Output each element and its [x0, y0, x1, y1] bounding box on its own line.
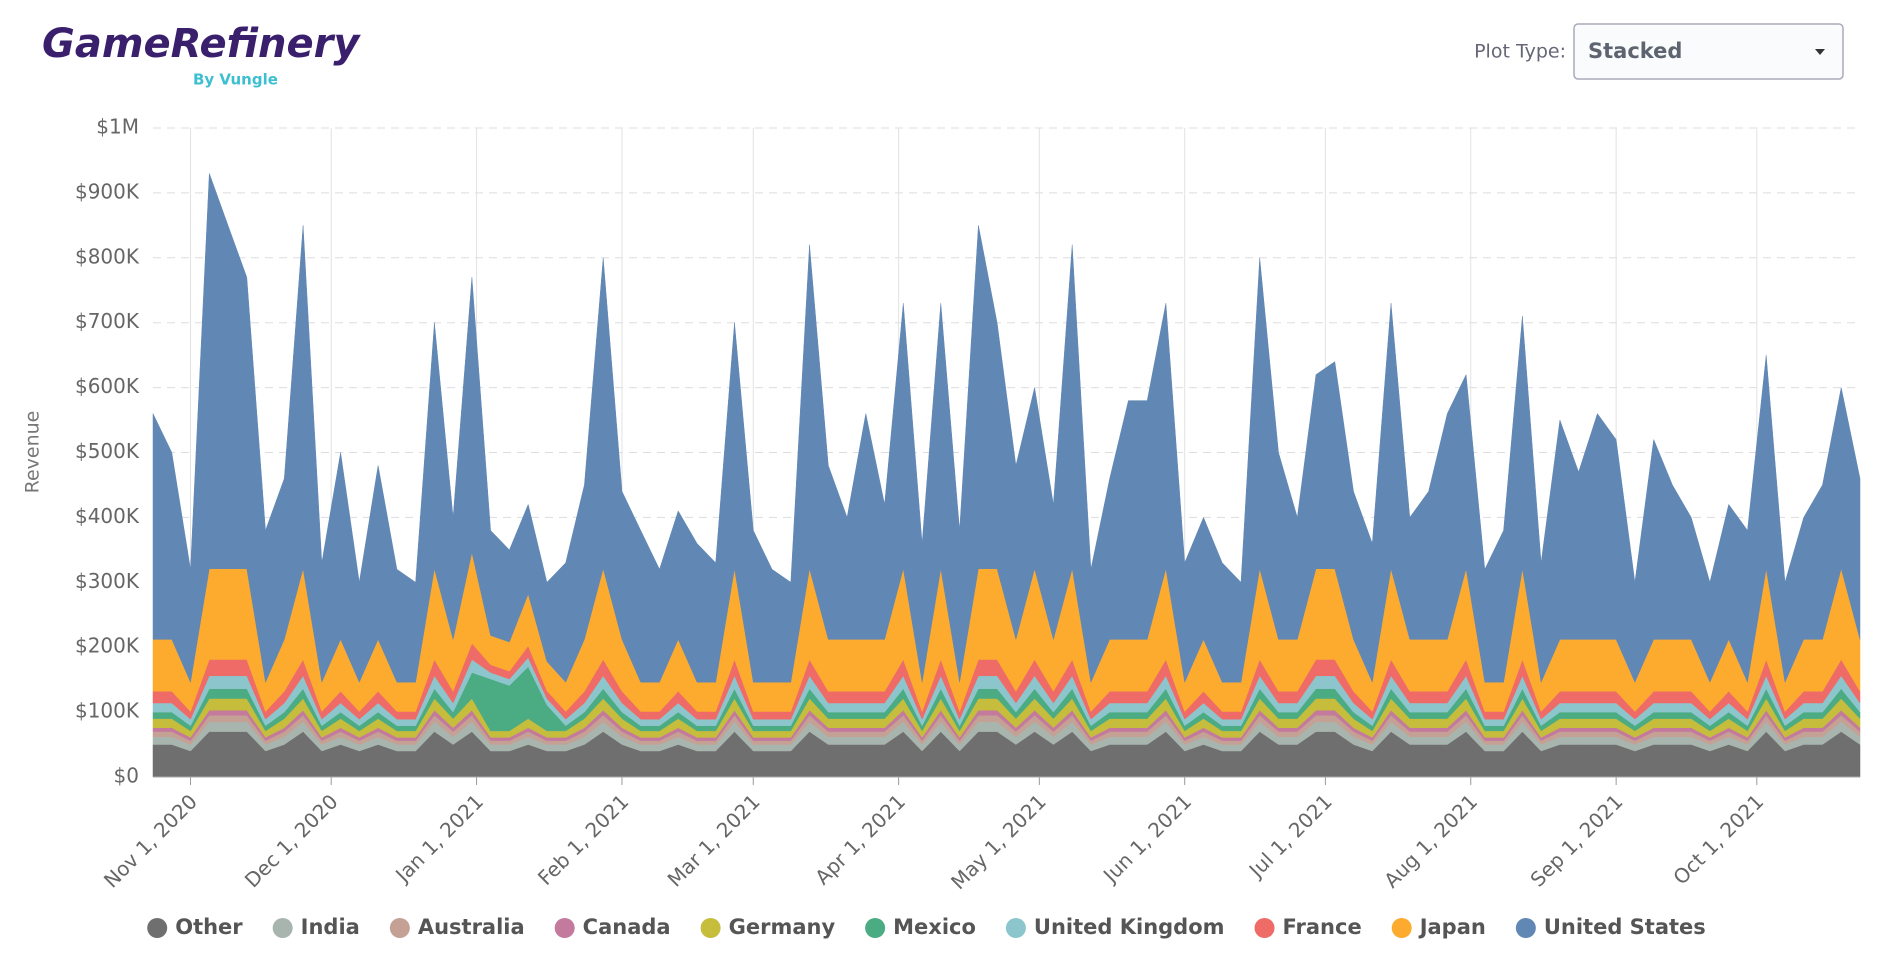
- legend-label[interactable]: India: [301, 915, 360, 939]
- y-tick-label: $1M: [96, 115, 139, 139]
- legend-item[interactable]: Japan: [1391, 915, 1486, 939]
- legend-item[interactable]: Other: [147, 915, 243, 939]
- x-tick-label: Jan 1, 2021: [389, 789, 488, 888]
- legend-label[interactable]: United States: [1544, 915, 1706, 939]
- dropdown-caret[interactable]: [1815, 49, 1825, 55]
- legend-marker[interactable]: [389, 918, 410, 938]
- y-tick-label: $600K: [75, 374, 140, 398]
- legend-label[interactable]: Other: [175, 915, 243, 939]
- y-tick-label: $500K: [75, 439, 140, 463]
- x-tick-label: Jun 1, 2021: [1097, 789, 1196, 888]
- dropdown-box[interactable]: [1573, 23, 1844, 80]
- y-tick-label: $700K: [75, 309, 140, 333]
- x-tick-label: Sep 1, 2021: [1525, 789, 1627, 891]
- legend-label[interactable]: Canada: [583, 915, 671, 939]
- legend-marker[interactable]: [147, 918, 168, 938]
- legend-label[interactable]: Australia: [418, 915, 525, 939]
- plot-type-dropdown[interactable]: Stacked: [1573, 23, 1844, 80]
- y-tick-label: $200K: [75, 634, 140, 658]
- plot-type-label: Plot Type:: [1474, 41, 1566, 63]
- legend-label[interactable]: Japan: [1418, 915, 1486, 939]
- y-tick-label: $400K: [75, 504, 140, 528]
- legend-item[interactable]: Mexico: [865, 915, 976, 939]
- legend-marker[interactable]: [1391, 918, 1412, 938]
- legend-label[interactable]: France: [1283, 915, 1362, 939]
- logo-byline: By Vungle: [193, 71, 278, 89]
- x-tick-label: Feb 1, 2021: [533, 789, 633, 889]
- x-tick-label: Dec 1, 2020: [240, 789, 343, 892]
- legend-item[interactable]: Germany: [700, 915, 836, 939]
- legend-marker[interactable]: [272, 918, 293, 938]
- legend-item[interactable]: United States: [1515, 915, 1706, 939]
- legend: Other India Australia Canada Germany Mexico Un…: [147, 915, 1706, 939]
- legend-label[interactable]: United Kingdom: [1034, 915, 1225, 939]
- y-tick-label: $900K: [75, 179, 140, 203]
- y-axis-label: Revenue: [22, 411, 44, 494]
- legend-marker[interactable]: [1515, 918, 1536, 938]
- legend-marker[interactable]: [554, 918, 575, 938]
- legend-label[interactable]: Mexico: [893, 915, 976, 939]
- x-tick-label: May 1, 2021: [946, 789, 1051, 894]
- legend-item[interactable]: France: [1254, 915, 1362, 939]
- y-tick-label: $100K: [75, 699, 140, 723]
- x-tick-label: Nov 1, 2020: [99, 789, 202, 892]
- legend-label[interactable]: Germany: [729, 915, 836, 939]
- legend-item[interactable]: India: [272, 915, 360, 939]
- y-tick-label: $800K: [75, 244, 140, 268]
- legend-marker[interactable]: [700, 918, 721, 938]
- area: [152, 173, 1861, 684]
- x-tick-label: Apr 1, 2021: [810, 789, 910, 889]
- x-tick-label: Mar 1, 2021: [663, 789, 765, 891]
- y-tick-label: $0: [114, 764, 139, 788]
- legend-marker[interactable]: [865, 918, 886, 938]
- x-tick-label: Aug 1, 2021: [1379, 789, 1482, 892]
- legend-marker[interactable]: [1005, 918, 1026, 938]
- y-tick-label: $300K: [75, 569, 140, 593]
- logo: GameRefinery: [42, 21, 361, 67]
- x-tick-label: Oct 1, 2021: [1668, 789, 1768, 889]
- legend-item[interactable]: Australia: [389, 915, 525, 939]
- dropdown-value[interactable]: Stacked: [1588, 39, 1682, 63]
- legend-item[interactable]: United Kingdom: [1005, 915, 1225, 939]
- plot: $0 $100K $200K $300K $400K $500K $600K $700K $80…: [75, 115, 1861, 939]
- x-tick-label: Jul 1, 2021: [1243, 789, 1337, 883]
- legend-item[interactable]: Canada: [554, 915, 671, 939]
- legend-marker[interactable]: [1254, 918, 1275, 938]
